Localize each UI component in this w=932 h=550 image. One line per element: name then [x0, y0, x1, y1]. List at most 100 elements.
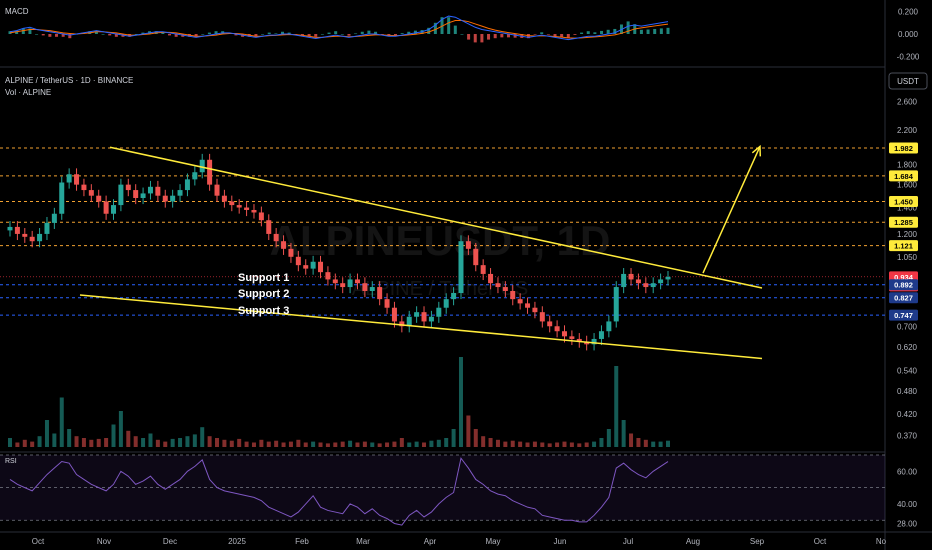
candle[interactable]: [103, 195, 109, 220]
candle[interactable]: [66, 168, 72, 189]
candle[interactable]: [177, 184, 183, 202]
candle[interactable]: [7, 221, 13, 237]
candle[interactable]: [362, 277, 368, 298]
breakout-projection-arrow[interactable]: [702, 146, 761, 274]
candle[interactable]: [665, 270, 671, 286]
candle[interactable]: [273, 228, 279, 248]
candle[interactable]: [650, 277, 656, 294]
candle[interactable]: [591, 333, 597, 351]
candle[interactable]: [199, 153, 205, 179]
candle[interactable]: [266, 214, 272, 241]
candle[interactable]: [295, 250, 301, 272]
candle[interactable]: [340, 277, 346, 294]
candle[interactable]: [384, 293, 390, 314]
price-axis[interactable]: 0.200 0.000 -0.200 2.600 2.200 1.800 1.600 1.40…: [897, 8, 920, 529]
candle[interactable]: [258, 206, 264, 227]
candle[interactable]: [480, 259, 486, 281]
time-axis[interactable]: Oct Nov Dec 2025 Feb Mar Apr May Jun Jul Aug Sep Oct…: [32, 537, 887, 546]
candle[interactable]: [170, 189, 176, 208]
candle[interactable]: [22, 228, 28, 243]
upper-trendline[interactable]: [109, 146, 763, 289]
trendlines[interactable]: [79, 144, 763, 360]
price-candles[interactable]: [7, 153, 671, 351]
lower-trendline[interactable]: [79, 294, 763, 360]
candle[interactable]: [458, 235, 464, 300]
candle[interactable]: [465, 235, 471, 255]
candle[interactable]: [391, 301, 397, 328]
candle[interactable]: [539, 306, 545, 328]
candle[interactable]: [140, 187, 146, 205]
candle[interactable]: [451, 287, 457, 306]
candle[interactable]: [192, 166, 198, 186]
candle[interactable]: [111, 199, 117, 220]
candle[interactable]: [236, 199, 242, 214]
candle[interactable]: [81, 178, 87, 197]
candle[interactable]: [584, 335, 590, 351]
candle[interactable]: [310, 255, 316, 275]
rsi-pane[interactable]: [0, 454, 885, 526]
macd-signal-line[interactable]: [9, 20, 669, 39]
candle[interactable]: [473, 242, 479, 272]
candle[interactable]: [347, 273, 353, 294]
candle[interactable]: [281, 235, 287, 255]
candle[interactable]: [406, 310, 412, 333]
candle[interactable]: [569, 330, 575, 346]
candle[interactable]: [488, 268, 494, 290]
candle[interactable]: [428, 310, 434, 328]
candle[interactable]: [354, 273, 360, 290]
candle[interactable]: [414, 306, 420, 323]
candle[interactable]: [606, 315, 612, 338]
horizontal-levels[interactable]: [0, 147, 885, 316]
candle[interactable]: [37, 228, 43, 248]
candle[interactable]: [14, 221, 20, 241]
candle[interactable]: [96, 189, 102, 208]
candle[interactable]: [288, 242, 294, 263]
candle[interactable]: [436, 301, 442, 323]
candle[interactable]: [369, 281, 375, 298]
candle[interactable]: [155, 180, 161, 202]
candle[interactable]: [51, 207, 57, 229]
candle[interactable]: [377, 281, 383, 306]
candle[interactable]: [147, 180, 153, 200]
candle[interactable]: [303, 259, 309, 275]
candle[interactable]: [325, 266, 331, 286]
candle[interactable]: [532, 301, 538, 319]
candle[interactable]: [59, 176, 65, 220]
candle[interactable]: [184, 173, 190, 197]
macd-line[interactable]: [9, 15, 669, 41]
candle[interactable]: [613, 281, 619, 328]
candle[interactable]: [207, 153, 213, 191]
candle[interactable]: [133, 184, 139, 205]
candle[interactable]: [318, 255, 324, 279]
candle[interactable]: [29, 230, 35, 248]
candle[interactable]: [635, 273, 641, 290]
candle[interactable]: [576, 333, 582, 348]
candle[interactable]: [502, 281, 508, 298]
macd-pane[interactable]: [8, 15, 670, 43]
currency-button-label[interactable]: USDT: [897, 77, 919, 86]
candle[interactable]: [510, 285, 516, 306]
currency-button[interactable]: [888, 72, 928, 90]
candle[interactable]: [421, 306, 427, 328]
candle[interactable]: [74, 168, 80, 191]
candle[interactable]: [88, 184, 94, 202]
candle[interactable]: [221, 189, 227, 208]
candle[interactable]: [399, 315, 405, 333]
candle[interactable]: [495, 277, 501, 294]
candle[interactable]: [214, 178, 220, 202]
candle[interactable]: [332, 273, 338, 290]
candle[interactable]: [162, 189, 168, 208]
candle[interactable]: [643, 277, 649, 294]
candle[interactable]: [229, 195, 235, 212]
candle[interactable]: [44, 216, 50, 241]
candle[interactable]: [554, 320, 560, 338]
candle[interactable]: [547, 315, 553, 333]
rsi-line[interactable]: [9, 457, 669, 526]
candle[interactable]: [251, 204, 257, 219]
candle[interactable]: [244, 201, 250, 217]
candle[interactable]: [598, 325, 604, 346]
candle[interactable]: [621, 268, 627, 294]
candle[interactable]: [517, 293, 523, 310]
candle[interactable]: [658, 273, 664, 290]
